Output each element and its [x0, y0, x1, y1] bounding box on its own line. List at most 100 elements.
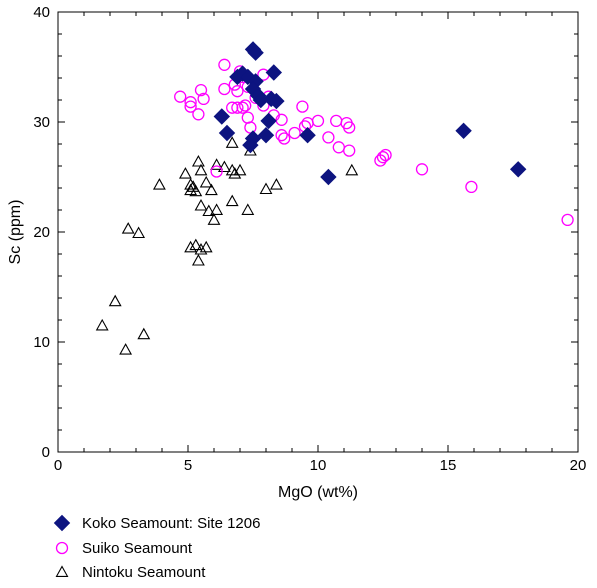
suiko-data-point [275, 113, 288, 126]
nintoku-data-point [207, 213, 221, 225]
nintoku-data-point [152, 178, 166, 190]
suiko-data-point [244, 121, 257, 134]
nintoku-data-point [199, 240, 213, 253]
y-tick-label: 40 [33, 4, 50, 21]
suiko-data-point [288, 126, 301, 140]
suiko-data-point [192, 108, 205, 121]
legend-symbol [53, 514, 71, 532]
suiko-data-point [241, 111, 254, 124]
nintoku-data-point [228, 167, 242, 179]
legend: Koko Seamount: Site 1206 Suiko Seamount … [53, 514, 260, 581]
koko-data-point [218, 124, 236, 142]
nintoku-data-point [202, 204, 216, 217]
nintoku-data-point [225, 194, 239, 207]
nintoku-data-point [210, 158, 224, 170]
nintoku-data-point [194, 242, 208, 255]
x-axis: 0 5 10 15 20 [54, 12, 587, 474]
koko-data-point [213, 108, 231, 125]
suiko-data-point [174, 90, 187, 103]
suiko-data-point [343, 121, 356, 134]
nintoku-data-point [259, 182, 273, 195]
suiko-data-point [194, 83, 208, 97]
nintoku-data-point [217, 160, 231, 173]
nintoku-data-point [119, 343, 133, 355]
nintoku-data-point [184, 178, 198, 190]
x-tick-label: 20 [570, 457, 587, 474]
nintoku-data-point [191, 154, 205, 167]
legend-marker-diamond [53, 514, 71, 532]
legend-label: Suiko Seamount [82, 540, 193, 557]
legend-marker-circle [55, 541, 69, 555]
x-tick-label: 0 [54, 457, 62, 474]
y-tick-label: 20 [33, 224, 50, 241]
y-axis-title: Sc (ppm) [7, 200, 24, 265]
nintoku-data-point [225, 136, 239, 148]
nintoku-data-point [95, 318, 109, 331]
koko-data-point [268, 92, 285, 110]
legend-item-koko: Koko Seamount: Site 1206 [53, 514, 260, 532]
nintoku-data-point [184, 240, 198, 253]
series-filled-diamond [213, 41, 527, 186]
nintoku-data-point [210, 203, 224, 215]
suiko-data-point [561, 213, 574, 227]
nintoku-data-point [241, 203, 255, 215]
nintoku-data-point [194, 198, 208, 211]
suiko-data-point [210, 165, 223, 178]
koko-data-point [299, 126, 316, 144]
nintoku-data-point [121, 222, 135, 234]
nintoku-data-point [178, 167, 192, 179]
koko-data-point [320, 168, 337, 186]
suiko-data-point [231, 85, 244, 98]
suiko-data-point [231, 101, 244, 114]
legend-label: Koko Seamount: Site 1206 [82, 515, 260, 532]
suiko-data-point [239, 99, 252, 112]
nintoku-data-point [345, 163, 359, 176]
koko-data-point [247, 44, 264, 61]
y-tick-label: 0 [42, 444, 50, 461]
nintoku-data-point [191, 253, 205, 266]
nintoku-data-point [233, 163, 247, 176]
koko-data-point [257, 126, 275, 144]
nintoku-data-point [225, 163, 239, 176]
x-axis-title: MgO (wt%) [278, 484, 358, 501]
suiko-data-point [322, 131, 335, 144]
suiko-data-point [332, 141, 345, 154]
suiko-data-point [236, 101, 249, 114]
suiko-data-point [465, 180, 478, 194]
legend-label: Nintoku Seamount [82, 564, 206, 581]
nintoku-data-point [204, 183, 218, 196]
nintoku-data-point [199, 175, 213, 188]
nintoku-data-point [194, 163, 208, 176]
suiko-data-point [311, 114, 325, 128]
x-tick-label: 5 [184, 457, 192, 474]
koko-data-point [242, 136, 259, 154]
legend-item-suiko: Suiko Seamount [55, 540, 193, 557]
series-open-circle [174, 58, 574, 227]
suiko-data-point [184, 100, 197, 113]
suiko-data-point [197, 92, 210, 106]
suiko-data-point [379, 148, 392, 162]
suiko-data-point [278, 132, 291, 145]
x-tick-label: 15 [440, 457, 457, 474]
koko-data-point [509, 161, 527, 178]
legend-symbol [55, 541, 69, 555]
koko-data-point [260, 112, 277, 130]
nintoku-data-point [189, 238, 203, 251]
suiko-data-point [218, 82, 231, 96]
suiko-data-point [343, 144, 356, 157]
suiko-data-point [415, 163, 429, 176]
legend-marker-triangle [55, 565, 69, 577]
x-tick-label: 10 [310, 457, 327, 474]
series-open-triangle [95, 136, 359, 355]
y-axis: 0 10 20 30 40 [33, 4, 578, 461]
suiko-data-point [218, 58, 231, 71]
y-tick-label: 10 [33, 334, 50, 351]
suiko-data-point [184, 96, 197, 109]
legend-symbol [55, 565, 69, 577]
series-layer [95, 41, 574, 355]
koko-data-point [455, 122, 472, 140]
suiko-data-point [296, 100, 309, 113]
suiko-data-point [330, 114, 343, 128]
koko-data-point [265, 64, 283, 81]
